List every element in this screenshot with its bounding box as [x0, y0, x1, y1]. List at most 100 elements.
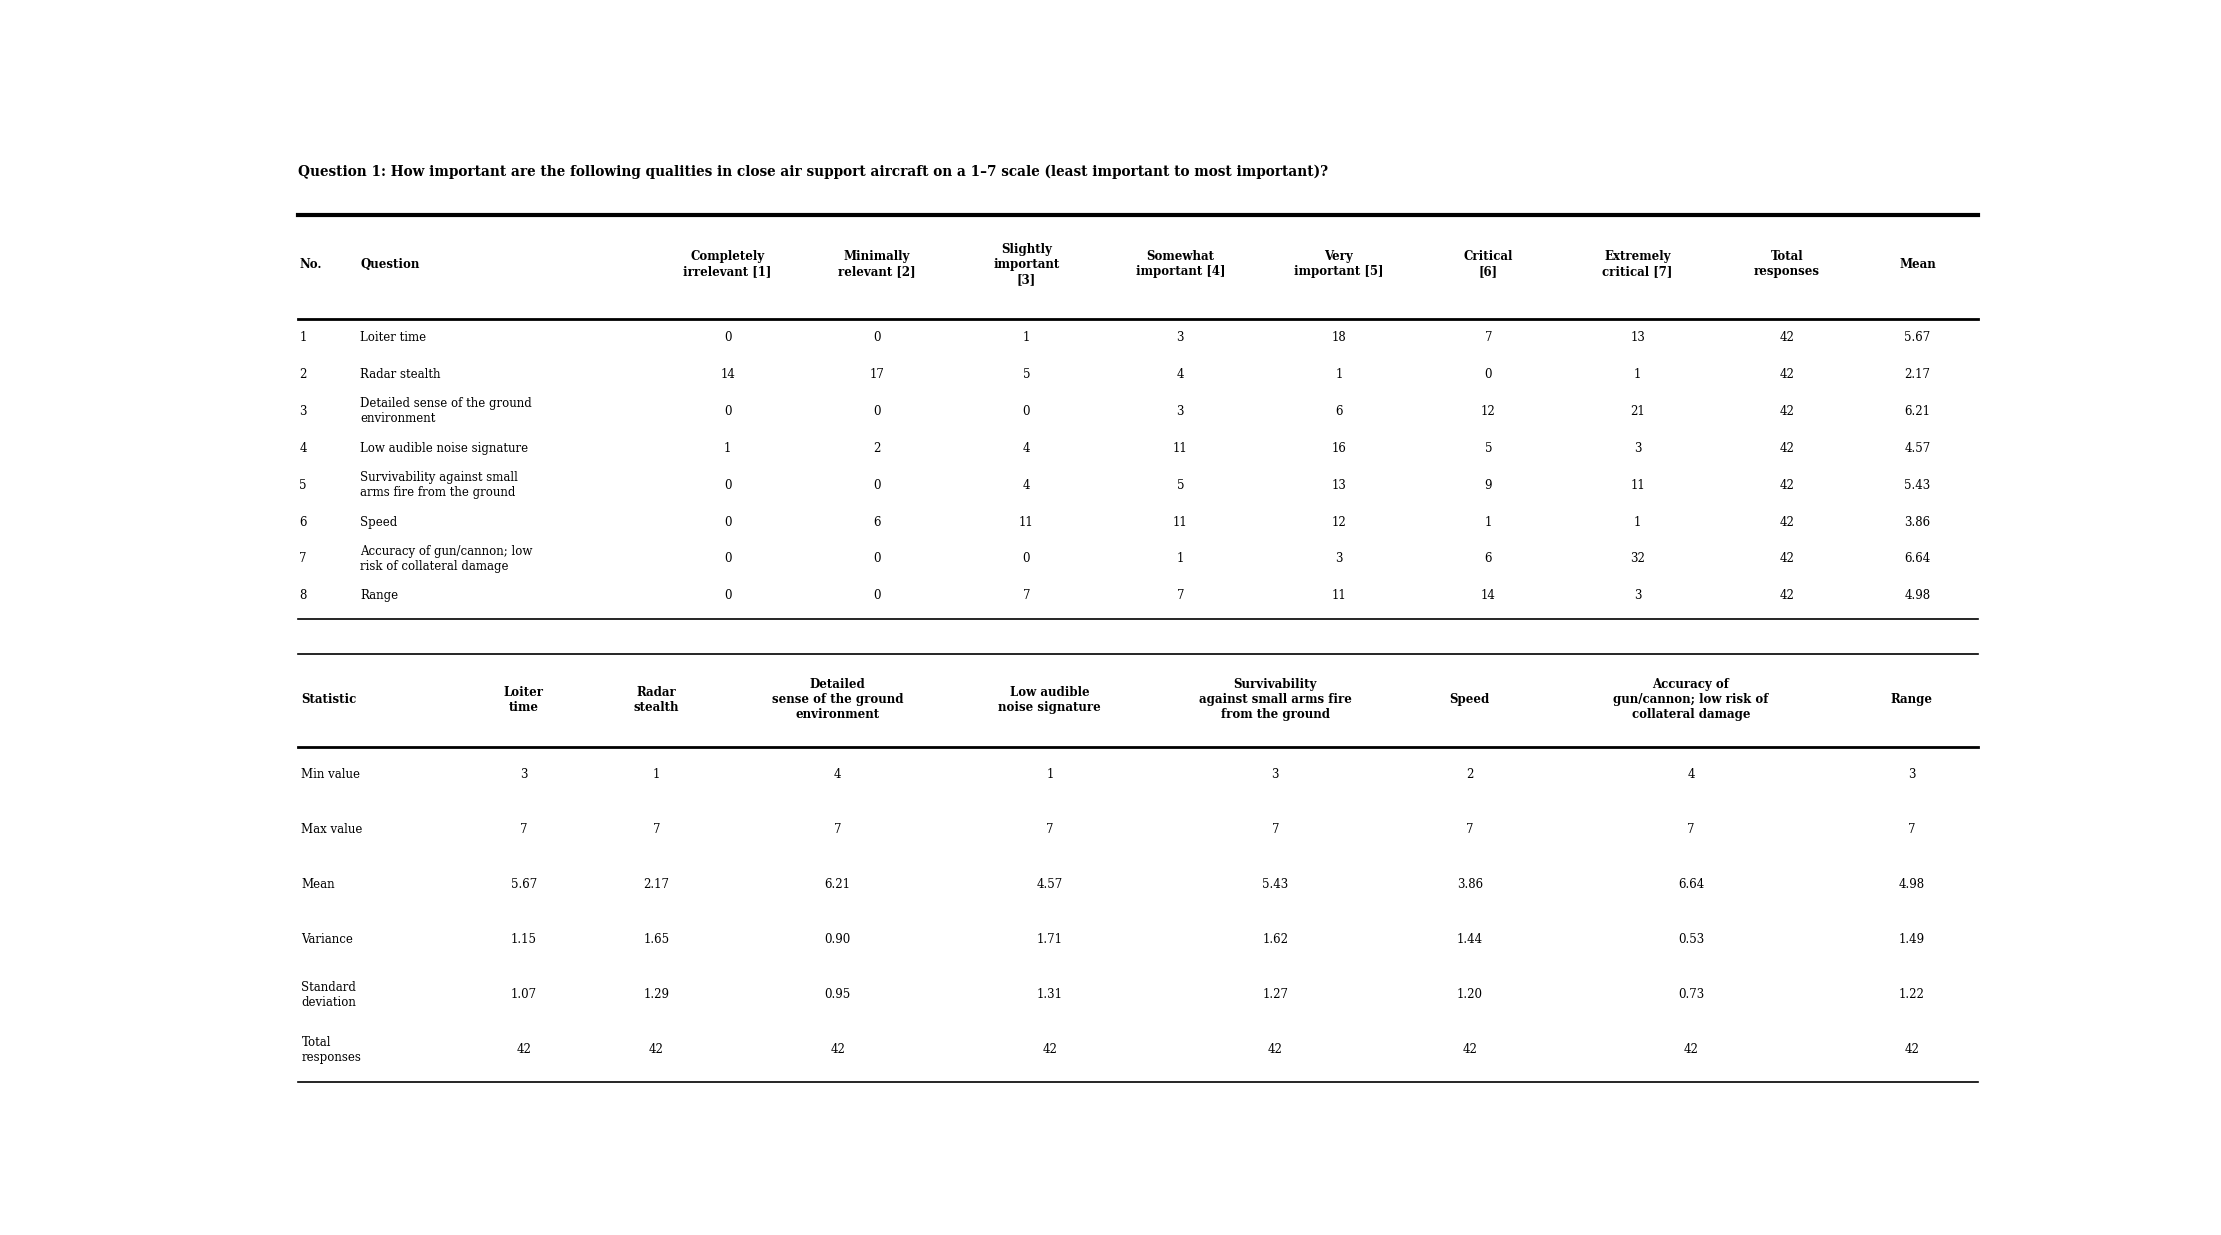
Text: 7: 7 — [833, 824, 842, 836]
Text: 4: 4 — [300, 442, 306, 454]
Text: 1.27: 1.27 — [1262, 988, 1288, 1002]
Text: 1.31: 1.31 — [1037, 988, 1064, 1002]
Text: 5: 5 — [1177, 479, 1184, 492]
Text: 7: 7 — [1466, 824, 1473, 836]
Text: 0.90: 0.90 — [824, 934, 851, 946]
Text: Min value: Min value — [302, 768, 360, 782]
Text: 12: 12 — [1333, 515, 1346, 529]
Text: 7: 7 — [1046, 824, 1053, 836]
Text: 1: 1 — [1335, 368, 1344, 382]
Text: 1: 1 — [1022, 331, 1031, 345]
Text: 1: 1 — [1046, 768, 1053, 782]
Text: No.: No. — [300, 258, 322, 270]
Text: 0: 0 — [724, 552, 731, 566]
Text: 42: 42 — [1779, 479, 1795, 492]
Text: 13: 13 — [1630, 331, 1646, 345]
Text: 5.67: 5.67 — [511, 878, 537, 892]
Text: 1.71: 1.71 — [1037, 934, 1064, 946]
Text: 11: 11 — [1630, 479, 1646, 492]
Text: 1.15: 1.15 — [511, 934, 537, 946]
Text: 5: 5 — [300, 479, 306, 492]
Text: Low audible
noise signature: Low audible noise signature — [999, 685, 1102, 714]
Text: 6.64: 6.64 — [1677, 878, 1704, 892]
Text: 2.17: 2.17 — [1906, 368, 1930, 382]
Text: 4: 4 — [1022, 479, 1031, 492]
Text: 42: 42 — [1042, 1044, 1057, 1056]
Text: 7: 7 — [1688, 824, 1695, 836]
Text: 3: 3 — [1635, 589, 1641, 603]
Text: 1: 1 — [1177, 552, 1184, 566]
Text: 1.65: 1.65 — [644, 934, 669, 946]
Text: 16: 16 — [1330, 442, 1346, 454]
Text: 6: 6 — [1335, 405, 1344, 417]
Text: 3: 3 — [1177, 331, 1184, 345]
Text: Statistic: Statistic — [302, 693, 358, 706]
Text: 11: 11 — [1333, 589, 1346, 603]
Text: 42: 42 — [1779, 331, 1795, 345]
Text: Variance: Variance — [302, 934, 353, 946]
Text: 42: 42 — [1779, 442, 1795, 454]
Text: 1: 1 — [1635, 515, 1641, 529]
Text: 2: 2 — [873, 442, 880, 454]
Text: 0: 0 — [873, 405, 882, 417]
Text: 3.86: 3.86 — [1906, 515, 1930, 529]
Text: 32: 32 — [1630, 552, 1646, 566]
Text: 6: 6 — [300, 515, 306, 529]
Text: 5.43: 5.43 — [1262, 878, 1288, 892]
Text: Loiter time: Loiter time — [360, 331, 426, 345]
Text: Speed: Speed — [360, 515, 398, 529]
Text: 4.98: 4.98 — [1906, 589, 1930, 603]
Text: 2: 2 — [300, 368, 306, 382]
Text: Detailed sense of the ground
environment: Detailed sense of the ground environment — [360, 398, 533, 426]
Text: 42: 42 — [1903, 1044, 1919, 1056]
Text: 1: 1 — [653, 768, 660, 782]
Text: 0.53: 0.53 — [1677, 934, 1704, 946]
Text: 2.17: 2.17 — [644, 878, 669, 892]
Text: Range: Range — [360, 589, 398, 603]
Text: Total
responses: Total responses — [302, 1036, 362, 1063]
Text: Survivability against small
arms fire from the ground: Survivability against small arms fire fr… — [360, 472, 517, 499]
Text: Low audible noise signature: Low audible noise signature — [360, 442, 529, 454]
Text: 42: 42 — [1461, 1044, 1477, 1056]
Text: 12: 12 — [1481, 405, 1495, 417]
Text: 4.98: 4.98 — [1899, 878, 1926, 892]
Text: Speed: Speed — [1450, 693, 1490, 706]
Text: 0: 0 — [1022, 552, 1031, 566]
Text: 4.57: 4.57 — [1037, 878, 1064, 892]
Text: 42: 42 — [515, 1044, 531, 1056]
Text: 42: 42 — [1684, 1044, 1699, 1056]
Text: Somewhat
important [4]: Somewhat important [4] — [1135, 251, 1226, 278]
Text: 42: 42 — [1779, 589, 1795, 603]
Text: 5: 5 — [1484, 442, 1493, 454]
Text: 6.21: 6.21 — [1906, 405, 1930, 417]
Text: Mean: Mean — [1899, 258, 1937, 270]
Text: 4.57: 4.57 — [1903, 442, 1930, 454]
Text: Radar stealth: Radar stealth — [360, 368, 440, 382]
Text: 7: 7 — [1273, 824, 1279, 836]
Text: 14: 14 — [720, 368, 735, 382]
Text: 5.67: 5.67 — [1903, 331, 1930, 345]
Text: 11: 11 — [1173, 515, 1188, 529]
Text: 6: 6 — [873, 515, 882, 529]
Text: 0: 0 — [873, 331, 882, 345]
Text: 1: 1 — [1635, 368, 1641, 382]
Text: 0: 0 — [1022, 405, 1031, 417]
Text: Question: Question — [360, 258, 420, 270]
Text: 4: 4 — [1177, 368, 1184, 382]
Text: 3: 3 — [1273, 768, 1279, 782]
Text: 1: 1 — [724, 442, 731, 454]
Text: 2: 2 — [1466, 768, 1473, 782]
Text: Very
important [5]: Very important [5] — [1295, 251, 1384, 278]
Text: 0: 0 — [724, 405, 731, 417]
Text: 7: 7 — [1908, 824, 1917, 836]
Text: 5.43: 5.43 — [1903, 479, 1930, 492]
Text: 7: 7 — [653, 824, 660, 836]
Text: Accuracy of
gun/cannon; low risk of
collateral damage: Accuracy of gun/cannon; low risk of coll… — [1612, 678, 1768, 721]
Text: 13: 13 — [1330, 479, 1346, 492]
Text: 0: 0 — [724, 515, 731, 529]
Text: 0: 0 — [724, 479, 731, 492]
Text: 1.22: 1.22 — [1899, 988, 1926, 1002]
Text: Standard
deviation: Standard deviation — [302, 981, 355, 1009]
Text: 1: 1 — [1484, 515, 1493, 529]
Text: 3.86: 3.86 — [1457, 878, 1484, 892]
